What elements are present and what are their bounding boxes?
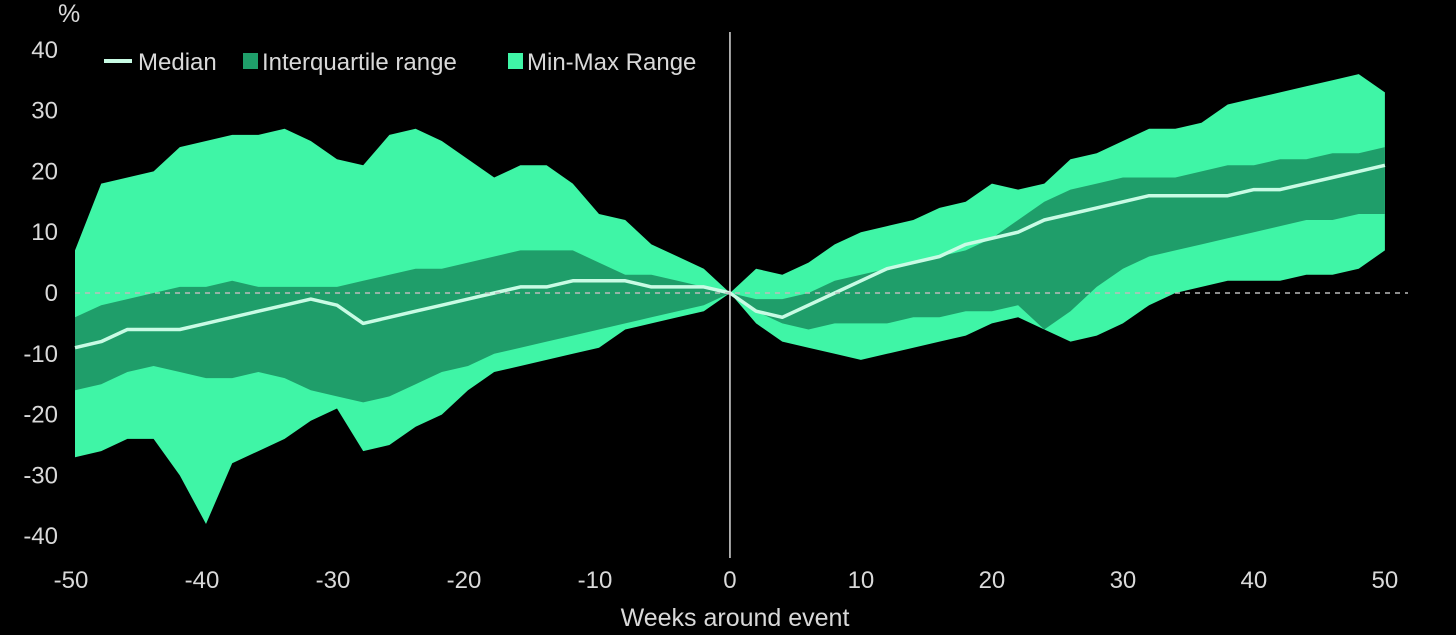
x-tick-label: -20 xyxy=(447,567,482,594)
legend-iqr-swatch xyxy=(243,53,258,69)
x-tick-label: 30 xyxy=(1110,567,1137,594)
x-tick-label: 10 xyxy=(848,567,875,594)
y-tick-label: 10 xyxy=(31,219,58,246)
x-tick-label: 0 xyxy=(723,567,736,594)
y-tick-label: -10 xyxy=(23,341,58,368)
x-tick-label: 40 xyxy=(1241,567,1268,594)
y-tick-label: 40 xyxy=(31,37,58,64)
minmax-range-area xyxy=(75,74,1385,524)
y-tick-label: 20 xyxy=(31,158,58,185)
y-axis-label: % xyxy=(58,0,80,28)
x-tick-label: 20 xyxy=(979,567,1006,594)
axes: -40 -30 -20 -10 0 10 20 30 40 -50 -40 -30 -20 -10 0 10 2… xyxy=(23,32,1408,594)
legend-iqr-label: Interquartile range xyxy=(262,49,457,76)
legend-median-label: Median xyxy=(138,49,217,76)
legend: Median Interquartile range Min-Max Range xyxy=(104,49,696,76)
x-tick-label: -30 xyxy=(316,567,351,594)
legend-minmax-swatch xyxy=(508,53,523,69)
x-tick-label: 50 xyxy=(1372,567,1399,594)
x-tick-label: -50 xyxy=(54,567,89,594)
y-tick-label: -40 xyxy=(23,523,58,550)
y-tick-label: -30 xyxy=(23,462,58,489)
x-tick-label: -40 xyxy=(185,567,220,594)
y-tick-label: 30 xyxy=(31,98,58,125)
x-axis-label: Weeks around event xyxy=(621,604,850,632)
legend-minmax-label: Min-Max Range xyxy=(527,49,696,76)
x-tick-label: -10 xyxy=(578,567,613,594)
y-tick-label: 0 xyxy=(45,280,58,307)
interquartile-range-area xyxy=(75,147,1385,403)
y-tick-label: -20 xyxy=(23,402,58,429)
